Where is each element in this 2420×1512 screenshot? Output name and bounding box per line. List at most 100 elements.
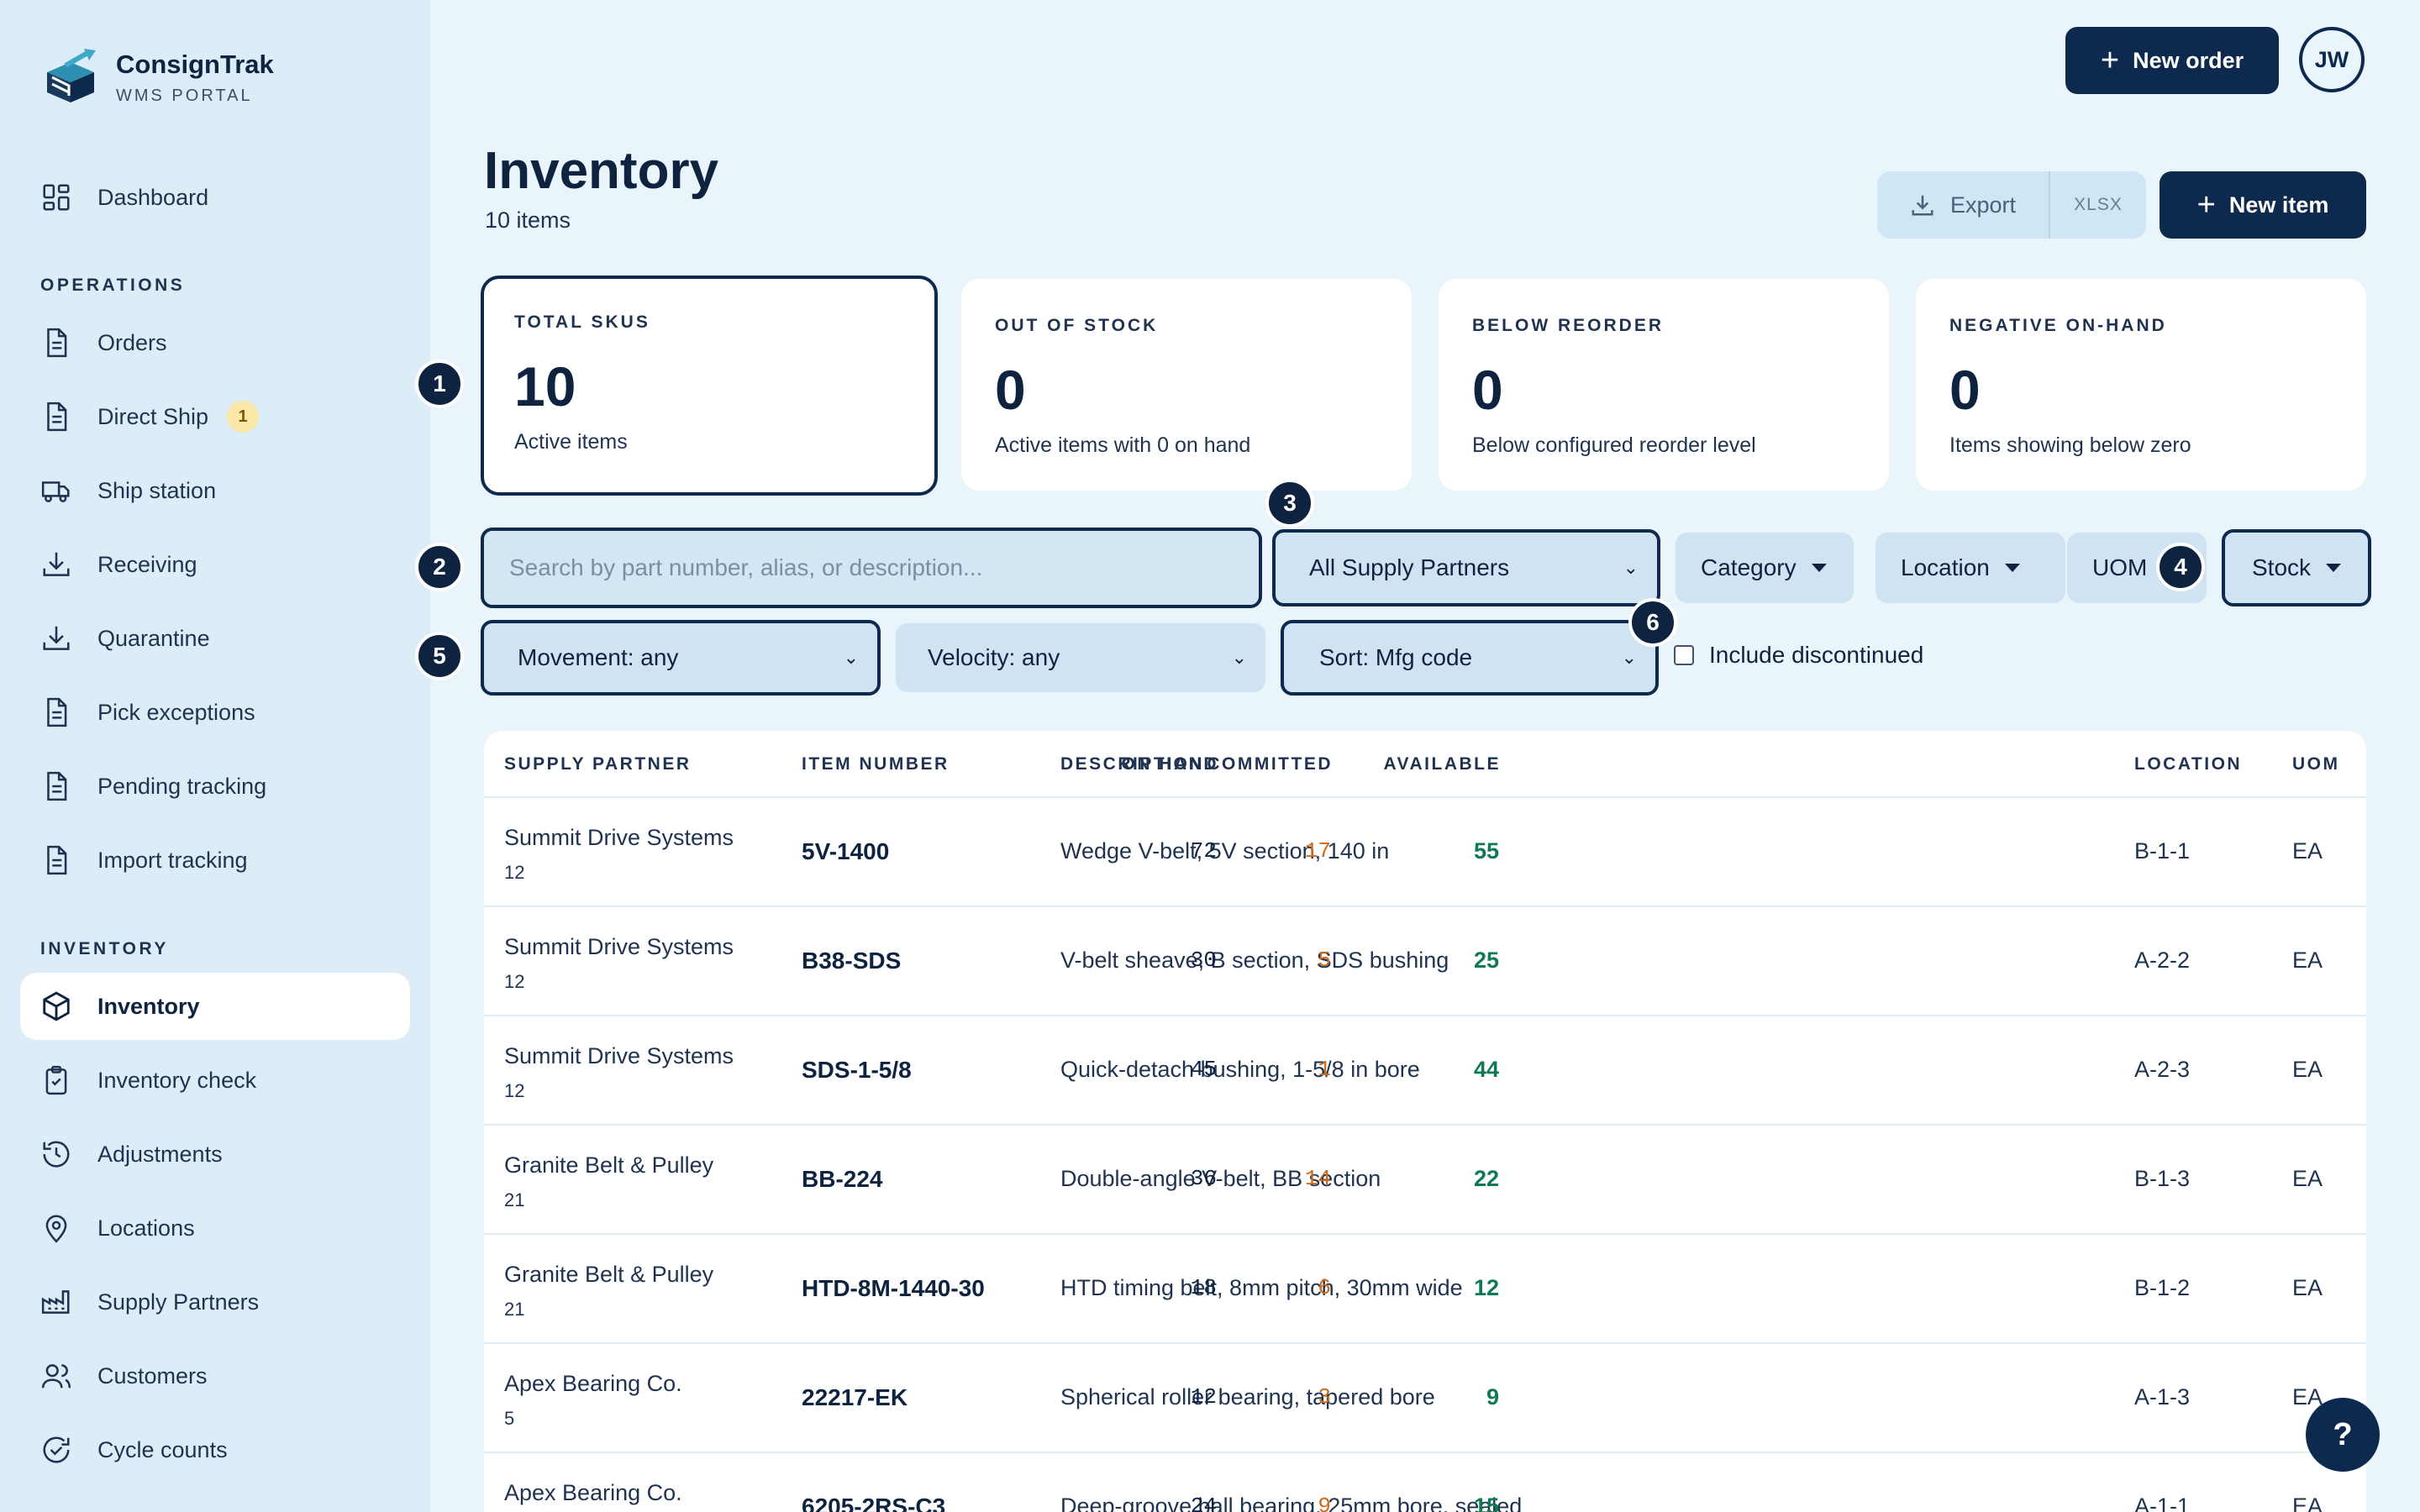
stock-label: Stock [2252, 554, 2312, 580]
item-number[interactable]: SDS-1-5/8 [802, 1057, 912, 1083]
export-format-button[interactable]: XLSX [2049, 171, 2146, 239]
chevron-down-icon: ⌄ [1623, 557, 1639, 578]
new-item-label: New item [2228, 192, 2329, 218]
item-number[interactable]: 5V-1400 [802, 838, 890, 864]
item-number[interactable]: HTD-8M-1440-30 [802, 1275, 985, 1301]
table-row[interactable]: Summit Drive Systems 12 SDS-1-5/8 Quick-… [484, 1016, 2366, 1126]
sidebar-item-label: Adjustments [97, 1141, 223, 1167]
column-header-committed[interactable]: COMMITTED [1207, 754, 1333, 774]
logo-icon [47, 49, 96, 102]
search-input[interactable]: Search by part number, alias, or descrip… [481, 528, 1262, 608]
column-header-supply-partner[interactable]: SUPPLY PARTNER [504, 754, 692, 774]
stat-value: 10 [514, 355, 576, 417]
committed: 3 [1318, 1384, 1331, 1410]
stat-card-total-skus[interactable]: TOTAL SKUS 10 Active items [481, 276, 938, 496]
new-item-button[interactable]: + New item [2160, 171, 2366, 239]
sidebar-item-quarantine[interactable]: Quarantine [20, 605, 410, 672]
stock-filter[interactable]: Stock [2222, 529, 2371, 606]
caret-down-icon [2004, 564, 2020, 572]
partner-name: Summit Drive Systems [504, 825, 734, 850]
column-header-location[interactable]: LOCATION [2134, 754, 2243, 774]
sidebar-item-locations[interactable]: Locations [20, 1194, 410, 1262]
include-discontinued-checkbox[interactable] [1674, 645, 1694, 665]
table-row[interactable]: Granite Belt & Pulley 21 HTD-8M-1440-30 … [484, 1235, 2366, 1344]
sidebar-item-dashboard[interactable]: Dashboard [20, 164, 410, 231]
sidebar-item-label: Pending tracking [97, 773, 267, 799]
sidebar-item-receiving[interactable]: Receiving [20, 531, 410, 598]
step-marker-6: 6 [1628, 598, 1677, 647]
sidebar-item-label: Orders [97, 329, 167, 355]
stat-value: 0 [1949, 359, 1981, 421]
include-discontinued[interactable]: Include discontinued [1674, 642, 1923, 669]
sidebar-item-label: Direct Ship [97, 403, 209, 429]
export-button-group: Export XLSX [1877, 171, 2146, 239]
item-number[interactable]: BB-224 [802, 1166, 883, 1192]
uom: EA [2292, 1384, 2323, 1410]
category-filter[interactable]: Category [1676, 533, 1854, 603]
sidebar-item-inventory[interactable]: Inventory [20, 973, 410, 1040]
velocity-select[interactable]: Velocity: any ⌄ [896, 623, 1265, 692]
item-number[interactable]: 6205-2RS-C3 [802, 1494, 946, 1512]
uom: EA [2292, 1057, 2323, 1082]
export-label: Export [1949, 192, 2017, 218]
location-filter[interactable]: Location [1876, 533, 2065, 603]
partner-id: 12 [504, 862, 525, 883]
stat-card-below-reorder[interactable]: BELOW REORDER 0 Below configured reorder… [1439, 279, 1889, 491]
sidebar-item-inventory-check[interactable]: Inventory check [20, 1047, 410, 1114]
stat-value: 0 [1472, 359, 1503, 421]
sidebar-item-cycle-counts[interactable]: Cycle counts [20, 1416, 410, 1483]
committed: 6 [1318, 1275, 1331, 1300]
column-header-available[interactable]: AVAILABLE [1383, 754, 1501, 774]
item-number[interactable]: B38-SDS [802, 948, 902, 974]
sidebar-item-adjustments[interactable]: Adjustments [20, 1121, 410, 1188]
location: A-1-1 [2134, 1494, 2191, 1512]
movement-select[interactable]: Movement: any ⌄ [481, 620, 881, 696]
help-button[interactable]: ? [2306, 1398, 2380, 1472]
partner-id: 12 [504, 1080, 525, 1101]
sidebar-item-import-tracking[interactable]: Import tracking [20, 827, 410, 894]
available: 25 [1473, 948, 1499, 973]
sidebar-item-pending-tracking[interactable]: Pending tracking [20, 753, 410, 820]
table-row[interactable]: Summit Drive Systems 12 5V-1400 Wedge V-… [484, 798, 2366, 907]
stat-card-negative-on-hand[interactable]: NEGATIVE ON-HAND 0 Items showing below z… [1916, 279, 2366, 491]
supply-partner-select[interactable]: All Supply Partners ⌄ [1272, 529, 1660, 606]
stat-label: BELOW REORDER [1472, 316, 1664, 335]
stat-label: TOTAL SKUS [514, 312, 650, 332]
brand-name: ConsignTrak [116, 49, 274, 79]
table-row[interactable]: Apex Bearing Co. 5 22217-EK Spherical ro… [484, 1344, 2366, 1453]
sidebar-item-direct-ship[interactable]: Direct Ship 1 [20, 383, 410, 450]
column-header-description[interactable]: DESCRIPTION [1060, 754, 1205, 774]
column-header-item-number[interactable]: ITEM NUMBER [802, 754, 950, 774]
sidebar-item-orders[interactable]: Orders [20, 309, 410, 376]
brand[interactable]: ConsignTrak WMS PORTAL [40, 47, 274, 108]
description: Spherical roller bearing, tapered bore [1060, 1384, 1435, 1410]
column-header-on-hand[interactable]: ON HAND [1121, 754, 1218, 774]
on-hand: 12 [1190, 1384, 1217, 1410]
export-button[interactable]: Export [1877, 171, 2049, 239]
description: Double-angle V-belt, BB section [1060, 1166, 1381, 1191]
box-icon [43, 991, 70, 1021]
stat-description: Below configured reorder level [1472, 433, 1756, 457]
sidebar-item-supply-partners[interactable]: Supply Partners [20, 1268, 410, 1336]
step-marker-4: 4 [2156, 543, 2205, 591]
sidebar-item-pick-exceptions[interactable]: Pick exceptions [20, 679, 410, 746]
new-order-button[interactable]: + New order [2065, 27, 2279, 94]
location: B-1-1 [2134, 838, 2191, 864]
on-hand: 18 [1190, 1275, 1217, 1300]
uom: EA [2292, 1494, 2323, 1512]
table-row[interactable]: Granite Belt & Pulley 21 BB-224 Double-a… [484, 1126, 2366, 1235]
partner-id: 12 [504, 971, 525, 992]
table-row[interactable]: Summit Drive Systems 12 B38-SDS V-belt s… [484, 907, 2366, 1016]
sort-select[interactable]: Sort: Mfg code ⌄ [1281, 620, 1659, 696]
uom-label: UOM [2092, 554, 2148, 580]
step-marker-1: 1 [415, 360, 464, 408]
sidebar-item-ship-station[interactable]: Ship station [20, 457, 410, 524]
table-row[interactable]: Apex Bearing Co. 6205-2RS-C3 Deep-groove… [484, 1453, 2366, 1512]
item-number[interactable]: 22217-EK [802, 1384, 908, 1410]
sidebar-item-customers[interactable]: Customers [20, 1342, 410, 1410]
avatar[interactable]: JW [2299, 27, 2365, 92]
document-icon [47, 328, 67, 358]
column-header-uom[interactable]: UOM [2292, 754, 2340, 774]
stat-card-out-of-stock[interactable]: OUT OF STOCK 0 Active items with 0 on ha… [961, 279, 1412, 491]
sidebar-item-label: Customers [97, 1362, 208, 1389]
